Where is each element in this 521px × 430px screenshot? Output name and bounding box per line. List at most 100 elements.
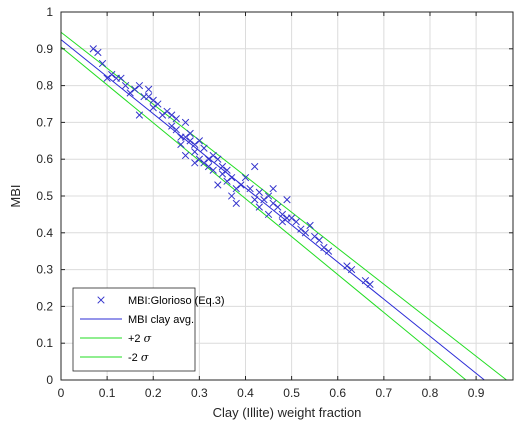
series-line-3 bbox=[60, 46, 467, 381]
data-point bbox=[181, 118, 190, 127]
x-tick-label: 0.8 bbox=[422, 386, 439, 400]
data-point bbox=[214, 155, 222, 163]
x-tick-labels: 0 0.1 0.2 0.3 0.4 0.5 0.6 0.7 0.8 0.9 bbox=[58, 386, 485, 400]
data-point bbox=[168, 111, 176, 119]
data-point bbox=[264, 210, 273, 219]
data-point bbox=[103, 74, 111, 82]
data-point bbox=[214, 181, 222, 189]
data-point bbox=[269, 184, 277, 193]
series-line-1 bbox=[60, 39, 485, 381]
data-point bbox=[191, 159, 199, 167]
data-point bbox=[200, 144, 208, 152]
legend-label: MBI:Glorioso (Eq.3) bbox=[128, 295, 225, 307]
data-point bbox=[223, 177, 231, 185]
data-point bbox=[311, 232, 319, 241]
data-point bbox=[144, 92, 153, 101]
data-point bbox=[191, 140, 199, 149]
y-tick-label: 0.1 bbox=[36, 336, 53, 350]
data-point bbox=[181, 151, 190, 160]
data-point bbox=[209, 166, 217, 174]
y-axis-label: MBI bbox=[8, 184, 23, 207]
data-point bbox=[301, 229, 310, 237]
data-point bbox=[223, 166, 231, 174]
legend: MBI:Glorioso (Eq.3) MBI clay avg. +2 σ -2 σ bbox=[72, 287, 225, 372]
data-point bbox=[94, 48, 102, 57]
data-point bbox=[108, 70, 116, 79]
data-point bbox=[126, 89, 134, 97]
data-point bbox=[195, 137, 204, 145]
data-point bbox=[227, 173, 236, 182]
data-point bbox=[251, 162, 259, 171]
x-tick-label: 0.5 bbox=[283, 386, 300, 400]
y-tick-label: 1 bbox=[46, 5, 53, 19]
y-tick-label: 0.5 bbox=[36, 189, 53, 203]
data-point bbox=[274, 203, 282, 211]
data-point bbox=[186, 129, 194, 138]
data-point bbox=[121, 81, 130, 90]
data-point bbox=[191, 148, 199, 156]
y-tick-labels: 0 0.1 0.2 0.3 0.4 0.5 0.6 0.7 0.8 0.9 1 bbox=[36, 5, 53, 387]
data-point bbox=[186, 137, 194, 145]
x-tick-label: 0 bbox=[58, 386, 65, 400]
data-point bbox=[264, 192, 273, 200]
data-point bbox=[131, 85, 139, 93]
data-point bbox=[200, 159, 208, 167]
y-tick-label: 0 bbox=[46, 373, 53, 387]
data-point bbox=[283, 196, 291, 204]
y-tick-label: 0.8 bbox=[36, 79, 53, 93]
legend-item: -2 σ bbox=[80, 351, 149, 364]
data-point bbox=[315, 236, 323, 244]
x-axis-label: Clay (Illite) weight fraction bbox=[213, 405, 362, 420]
legend-label: -2 σ bbox=[128, 351, 149, 364]
data-point bbox=[89, 45, 97, 53]
x-tick-label: 0.3 bbox=[191, 386, 208, 400]
x-tick-label: 0.4 bbox=[237, 386, 254, 400]
data-point bbox=[117, 74, 125, 82]
data-point bbox=[324, 247, 333, 255]
data-point bbox=[168, 122, 176, 130]
data-point bbox=[251, 196, 259, 204]
y-tick-label: 0.6 bbox=[36, 152, 53, 166]
data-point bbox=[135, 81, 144, 90]
data-point bbox=[260, 196, 268, 204]
data-point bbox=[269, 199, 277, 208]
data-point bbox=[204, 155, 213, 163]
data-point bbox=[347, 265, 356, 274]
data-point bbox=[204, 162, 213, 171]
x-tick-label: 0.7 bbox=[376, 386, 393, 400]
data-point bbox=[181, 133, 190, 141]
y-tick-label: 0.3 bbox=[36, 263, 53, 277]
data-point bbox=[361, 276, 370, 285]
data-point bbox=[149, 104, 157, 112]
data-point bbox=[98, 59, 107, 68]
data-point bbox=[287, 214, 296, 222]
data-point bbox=[237, 181, 245, 189]
data-point bbox=[292, 218, 300, 226]
legend-label: +2 σ bbox=[128, 332, 152, 345]
data-point bbox=[158, 111, 167, 119]
data-point bbox=[320, 243, 328, 252]
data-point bbox=[218, 170, 227, 178]
data-point bbox=[149, 96, 157, 104]
data-point bbox=[172, 115, 180, 123]
legend-item: MBI:Glorioso (Eq.3) bbox=[97, 295, 225, 307]
y-tick-label: 0.7 bbox=[36, 115, 53, 129]
data-point bbox=[255, 188, 263, 196]
data-point bbox=[306, 221, 314, 230]
grid-lines bbox=[60, 11, 513, 381]
data-point bbox=[135, 111, 144, 119]
data-point bbox=[154, 100, 162, 108]
y-tick-label: 0.4 bbox=[36, 226, 53, 240]
data-point bbox=[227, 192, 236, 200]
x-tick-label: 0.1 bbox=[99, 386, 116, 400]
data-point bbox=[343, 262, 351, 270]
legend-marker bbox=[97, 296, 105, 304]
legend-item: +2 σ bbox=[80, 332, 152, 345]
data-point bbox=[172, 126, 180, 134]
y-tick-label: 0.9 bbox=[36, 42, 53, 56]
data-point bbox=[255, 203, 263, 211]
data-point bbox=[163, 107, 171, 116]
data-point bbox=[241, 173, 250, 182]
data-point bbox=[366, 280, 374, 288]
